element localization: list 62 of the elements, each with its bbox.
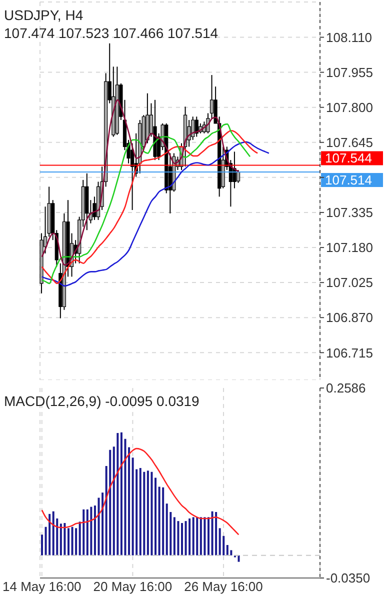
y-tick-label: 107.955 — [326, 64, 373, 80]
bar — [109, 450, 112, 556]
x-tick-label: 20 May 16:00 — [93, 579, 172, 594]
y-tick-label: 108.110 — [326, 30, 372, 45]
bar — [41, 534, 43, 556]
bar — [102, 492, 104, 556]
bar — [211, 511, 214, 556]
bar — [150, 472, 153, 556]
bar — [86, 509, 88, 556]
bar — [177, 521, 180, 556]
bar — [71, 526, 74, 556]
line-series — [41, 448, 240, 536]
y-tick-label: -0.0350 — [326, 570, 370, 586]
bar — [200, 517, 202, 556]
bar — [196, 517, 198, 556]
bar — [166, 504, 168, 556]
bar — [82, 509, 85, 556]
bar — [173, 517, 176, 556]
bar — [162, 487, 164, 556]
y-tick-label: 107.025 — [326, 275, 373, 290]
bar — [218, 528, 221, 556]
bar — [158, 486, 160, 556]
text: 107.474 107.523 107.466 107.514 — [4, 25, 218, 41]
chart-title: USDJPY, H4 — [4, 7, 84, 23]
ref-line-label: 107.544 — [325, 150, 372, 166]
bar — [143, 472, 146, 556]
bar — [64, 522, 66, 556]
bar — [60, 524, 62, 556]
bar — [75, 528, 78, 556]
y-tick-label: 107.180 — [326, 240, 373, 256]
bar — [215, 512, 218, 556]
bar — [90, 506, 92, 556]
bar — [52, 511, 54, 556]
y-tick-label: 106.715 — [326, 345, 373, 360]
chart-title: MACD(12,26,9) -0.0095 0.0319 — [4, 393, 200, 409]
bar — [192, 517, 194, 556]
bar — [188, 518, 191, 556]
line-series — [41, 99, 240, 266]
bar — [139, 468, 142, 556]
bar — [154, 478, 157, 556]
bar — [120, 432, 122, 556]
bar — [94, 506, 96, 556]
y-tick-label: 107.335 — [326, 205, 373, 220]
y-tick-label: 106.870 — [326, 310, 373, 326]
bar — [181, 522, 183, 556]
bar — [116, 433, 119, 556]
bar — [204, 517, 206, 556]
bar — [48, 514, 51, 556]
ref-line-label: 107.514 — [325, 172, 372, 188]
bar — [67, 528, 70, 556]
y-tick-label: 107.645 — [326, 135, 373, 150]
bar — [207, 517, 210, 556]
bar — [238, 555, 240, 562]
y-tick-label: 0.2586 — [326, 380, 366, 396]
bar — [128, 447, 130, 556]
bar — [146, 470, 149, 556]
bar — [226, 544, 228, 556]
x-tick-label: 26 May 16:00 — [184, 579, 263, 594]
bar — [132, 458, 134, 556]
x-tick-label: 14 May 16:00 — [2, 579, 82, 594]
bar — [184, 521, 187, 556]
y-tick-label: 107.800 — [326, 100, 373, 115]
